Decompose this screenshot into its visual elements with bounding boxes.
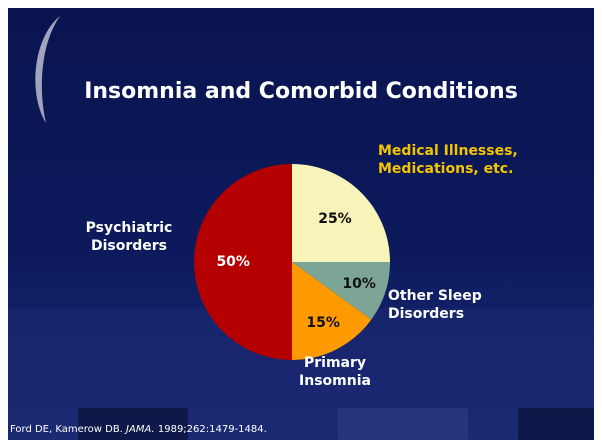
source-text: 1989;262:1479-1484.: [154, 424, 267, 435]
value-label: 10%: [342, 276, 376, 292]
building-window: [338, 408, 468, 440]
category-label: Primary Insomnia: [299, 355, 371, 389]
pie-slice: [292, 262, 390, 320]
category-label: Psychiatric Disorders: [85, 220, 173, 254]
category-label: Medical Illnesses, Medications, etc.: [378, 143, 518, 177]
value-label: 15%: [306, 315, 340, 331]
source-journal: JAMA.: [126, 424, 155, 435]
chart: 25% 10% 15% 50%: [8, 16, 594, 440]
pie: 25% 10% 15% 50%: [194, 164, 390, 360]
pie-slice: [194, 164, 292, 360]
chart-title: Insomnia and Comorbid Conditions: [84, 79, 518, 104]
crescent-moon: [35, 16, 60, 123]
building-window: [78, 408, 188, 440]
source: Ford DE, Kamerow DB. JAMA. 1989;262:1479…: [10, 424, 267, 435]
pie-slice: [292, 164, 390, 262]
building-window: [518, 408, 594, 440]
value-label: 50%: [216, 254, 250, 270]
value-label: 25%: [318, 211, 352, 227]
slide: 25% 10% 15% 50% Insomnia and Comorbid Condi…: [8, 8, 594, 440]
pie-slice: [292, 262, 372, 360]
source-text: Ford DE, Kamerow DB.: [10, 424, 127, 435]
category-label: Other Sleep Disorders: [388, 288, 482, 322]
